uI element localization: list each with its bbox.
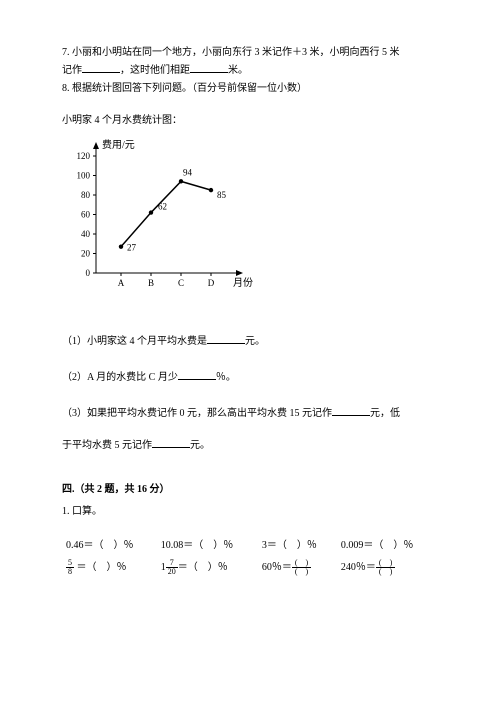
fraction: 720 [166, 559, 178, 576]
sq3-blank2[interactable] [152, 438, 190, 448]
q8-text: 8. 根据统计图回答下列问题。（百分号前保留一位小数） [62, 80, 438, 98]
c4-lhs: 240％＝ [341, 562, 376, 573]
sq1a: （1）小明家这 4 个月平均水费是 [62, 336, 207, 347]
calc-r2c1: 58 ＝（ ）％ [62, 557, 157, 579]
sq3c: 于平均水费 5 元记作 [62, 440, 152, 451]
subq1: （1）小明家这 4 个月平均水费是 元。 [62, 333, 438, 351]
svg-text:100: 100 [77, 171, 91, 181]
calc-r1c3: 3＝（ ）％ [258, 535, 337, 557]
calc-r1c1: 0.46＝（ ）％ [62, 535, 157, 557]
q7-line2: 记作 ，这时他们相距 米。 [62, 62, 438, 80]
frac-den: 8 [66, 568, 74, 576]
subq3-line2: 于平均水费 5 元记作 元。 [62, 437, 438, 455]
table-row: 0.46＝（ ）％ 10.08＝（ ）％ 3＝（ ）％ 0.009＝（ ）％ [62, 535, 438, 557]
q7-l2b: ，这时他们相距 [120, 65, 190, 76]
svg-text:40: 40 [81, 229, 91, 239]
svg-text:94: 94 [183, 167, 193, 177]
svg-text:费用/元: 费用/元 [102, 138, 135, 151]
q7-l2a: 记作 [62, 65, 82, 76]
svg-text:0: 0 [86, 268, 91, 278]
calc-r2c3: 60％＝( )( ) [258, 557, 337, 579]
calc-r1c2: 10.08＝（ ）％ [157, 535, 258, 557]
calc-r1c4: 0.009＝（ ）％ [337, 535, 438, 557]
svg-text:B: B [148, 278, 154, 288]
svg-text:20: 20 [81, 249, 91, 259]
pf-den: ( ) [292, 568, 311, 576]
sq3a: （3）如果把平均水费记作 0 元，那么高出平均水费 15 元记作 [62, 408, 332, 419]
section4-head: 四.（共 2 题，共 16 分） [62, 481, 438, 499]
svg-text:120: 120 [77, 151, 91, 161]
svg-text:80: 80 [81, 190, 91, 200]
chart-title: 小明家 4 个月水费统计图： [62, 112, 438, 130]
svg-text:27: 27 [127, 243, 137, 253]
svg-text:62: 62 [158, 202, 167, 212]
q7-blank2[interactable] [190, 63, 228, 73]
section4-item1: 1. 口算。 [62, 503, 438, 521]
sq2a: （2）A 月的水费比 C 月少 [62, 372, 178, 383]
svg-text:85: 85 [217, 190, 227, 200]
fraction: 58 [66, 559, 74, 576]
subq3-line1: （3）如果把平均水费记作 0 元，那么高出平均水费 15 元记作 元，低 [62, 405, 438, 423]
svg-text:D: D [208, 278, 215, 288]
sq3d: 元。 [190, 440, 210, 451]
calc-table: 0.46＝（ ）％ 10.08＝（ ）％ 3＝（ ）％ 0.009＝（ ）％ 5… [62, 535, 438, 579]
svg-text:60: 60 [81, 210, 91, 220]
svg-text:月份: 月份 [233, 277, 253, 289]
pf-den: ( ) [376, 568, 395, 576]
paren-fraction: ( )( ) [292, 559, 311, 576]
calc-r2c4: 240％＝( )( ) [337, 557, 438, 579]
paren-fraction: ( )( ) [376, 559, 395, 576]
sq2b: ％。 [216, 372, 236, 383]
c1-rest: ＝（ ）％ [74, 562, 127, 573]
sq1b: 元。 [245, 336, 265, 347]
water-bill-chart: 0 20 40 60 80 100 120 费用/元 A B C D 月份 27 62 94 85 [62, 138, 438, 315]
sq3-blank1[interactable] [332, 406, 370, 416]
q7-line1: 7. 小丽和小明站在同一个地方，小丽向东行 3 米记作＋3 米，小明向西行 5 … [62, 44, 438, 62]
c3-lhs: 60％＝ [262, 562, 292, 573]
q7-l2c: 米。 [228, 65, 248, 76]
chart-svg: 0 20 40 60 80 100 120 费用/元 A B C D 月份 27 62 94 85 [62, 138, 267, 308]
subq2: （2）A 月的水费比 C 月少 ％。 [62, 369, 438, 387]
calc-r2c2: 1720＝（ ）％ [157, 557, 258, 579]
table-row: 58 ＝（ ）％ 1720＝（ ）％ 60％＝( )( ) 240％＝( )( … [62, 557, 438, 579]
sq1-blank[interactable] [207, 334, 245, 344]
q7-blank1[interactable] [82, 63, 120, 73]
frac-den: 20 [166, 568, 178, 576]
sq2-blank[interactable] [178, 370, 216, 380]
c2-rest: ＝（ ）％ [178, 562, 228, 573]
svg-text:C: C [178, 278, 184, 288]
sq3b: 元，低 [370, 408, 400, 419]
svg-text:A: A [118, 278, 125, 288]
